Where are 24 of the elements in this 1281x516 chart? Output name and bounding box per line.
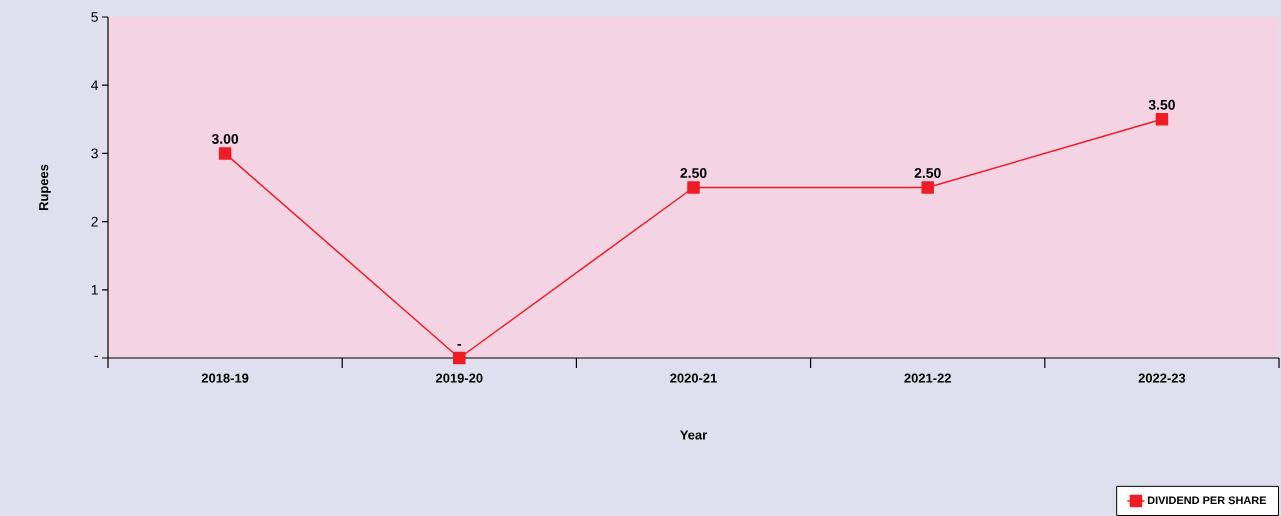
y-tick-label: 4	[91, 80, 99, 90]
y-tick-label: 5	[91, 12, 98, 22]
data-label: 2.50	[680, 168, 707, 178]
x-axis-title: Year	[680, 430, 707, 440]
y-axis-title: Rupees	[39, 164, 51, 211]
y-tick-label: 3	[91, 148, 98, 159]
x-tick-label: 2020-21	[670, 373, 717, 383]
y-tick-label: -	[94, 355, 98, 357]
x-tick-label: 2019-20	[436, 373, 483, 383]
x-tick-label: 2021-22	[904, 373, 951, 383]
x-tick-label: 2018-19	[201, 373, 249, 383]
point	[687, 181, 700, 194]
legend-label: DIVIDEND PER SHARE	[1147, 496, 1267, 505]
point	[218, 147, 232, 160]
data-label: -	[457, 344, 462, 346]
point	[921, 181, 934, 194]
data-label: 2.50	[914, 168, 941, 178]
y-tick-label: 1	[91, 285, 98, 295]
y-tick-label: 2	[91, 216, 98, 227]
point	[1155, 113, 1169, 126]
x-tick-label: 2022-23	[1138, 373, 1186, 383]
data-label: 3.00	[211, 133, 239, 144]
point	[453, 351, 466, 365]
data-label: 3.50	[1148, 99, 1175, 110]
